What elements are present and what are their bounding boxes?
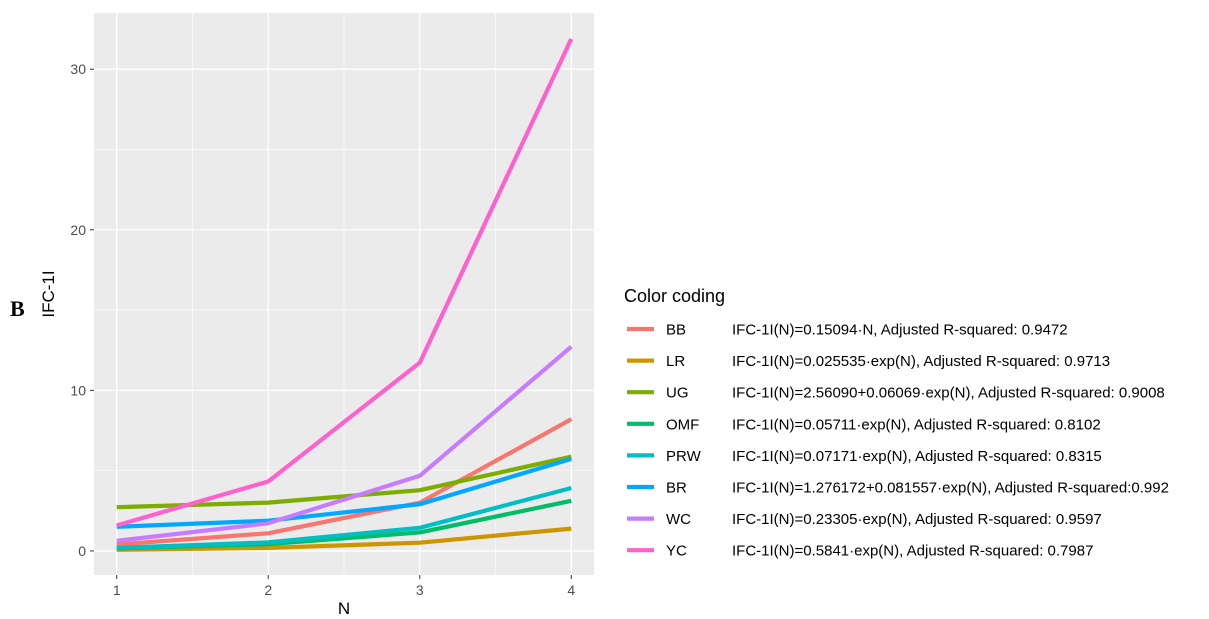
legend: Color coding BB IFC-1I(N)=0.15094·N, Adju… [624,286,1169,560]
series-lines [116,38,574,552]
legend-equation: IFC-1I(N)=0.5841·exp(N), Adjusted R-squa… [732,543,1093,560]
legend-equation: IFC-1I(N)=0.23305·exp(N), Adjusted R-squ… [732,511,1102,528]
series-line-br [116,456,572,529]
legend-title: Color coding [624,286,725,306]
x-tick-label: 2 [264,582,272,598]
legend-item: PRW IFC-1I(N)=0.07171·exp(N), Adjusted R-… [627,448,1102,465]
series-line-yc [116,38,574,528]
legend-equation: IFC-1I(N)=0.05711·exp(N), Adjusted R-squ… [732,416,1101,433]
legend-item: YC IFC-1I(N)=0.5841·exp(N), Adjusted R-sq… [627,543,1093,560]
series-line-wc [116,345,573,543]
y-axis-title: IFC-1I [39,270,58,317]
legend-item: WC IFC-1I(N)=0.23305·exp(N), Adjusted R-s… [627,511,1102,528]
y-tick-label: 30 [70,61,86,77]
axes: 1 2 3 4 0 10 20 30 [70,61,575,598]
legend-series-name: LR [666,353,685,370]
series-line-prw [116,485,572,550]
legend-equation: IFC-1I(N)=2.56090+0.06069·exp(N), Adjust… [732,385,1165,402]
x-tick-label: 1 [113,582,121,598]
legend-item: UG IFC-1I(N)=2.56090+0.06069·exp(N), Adju… [627,385,1165,402]
legend-equation: IFC-1I(N)=1.276172+0.081557·exp(N), Adju… [732,480,1169,497]
y-tick-label: 10 [70,382,86,398]
legend-item: LR IFC-1I(N)=0.025535·exp(N), Adjusted R-… [627,353,1110,370]
series-line-lr [116,526,572,552]
panel-letter: B [10,296,25,321]
x-tick-label: 3 [416,582,424,598]
legend-equation: IFC-1I(N)=0.025535·exp(N), Adjusted R-sq… [732,353,1110,370]
legend-series-name: UG [666,385,689,402]
legend-equation: IFC-1I(N)=0.07171·exp(N), Adjusted R-squ… [732,448,1102,465]
y-tick-label: 0 [78,543,86,559]
legend-series-name: BB [666,322,686,339]
legend-series-name: BR [666,480,687,497]
legend-item: BB IFC-1I(N)=0.15094·N, Adjusted R-square… [627,322,1068,339]
legend-series-name: OMF [666,416,699,433]
legend-series-name: WC [666,511,691,528]
grid-lines [94,13,594,575]
legend-item: OMF IFC-1I(N)=0.05711·exp(N), Adjusted R-… [627,416,1101,433]
x-axis-title: N [338,599,350,618]
legend-series-name: YC [666,543,687,560]
series-line-bb [116,417,573,547]
legend-equation: IFC-1I(N)=0.15094·N, Adjusted R-squared:… [732,322,1068,339]
y-tick-label: 20 [70,222,86,238]
legend-item: BR IFC-1I(N)=1.276172+0.081557·exp(N), Ad… [627,480,1169,497]
legend-series-name: PRW [666,448,702,465]
x-tick-label: 4 [567,582,575,598]
